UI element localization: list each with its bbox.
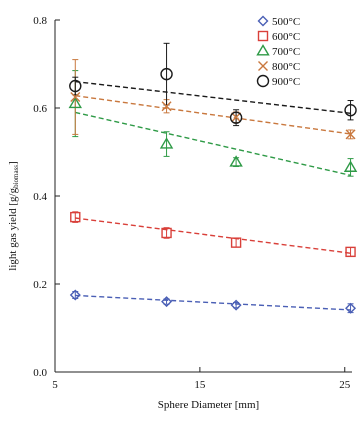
y-axis-title-main: light gas yield [g/g <box>7 187 19 270</box>
data-point <box>70 211 81 223</box>
data-point <box>345 302 357 314</box>
y-tick-label: 0.0 <box>33 367 47 379</box>
legend-label: 500°C <box>272 16 300 28</box>
x-axis-title: Sphere Diameter [mm] <box>158 399 259 411</box>
y-tick-label: 0.6 <box>33 103 47 115</box>
error-bars <box>72 42 354 314</box>
data-point <box>229 155 243 167</box>
axes: 0.0 0.2 0.4 0.6 0.8 5 15 25 <box>33 15 352 391</box>
data-point <box>160 67 173 81</box>
legend-marker <box>256 44 270 56</box>
data-point <box>70 92 81 102</box>
data-point <box>68 96 83 109</box>
data-markers <box>68 67 358 314</box>
legend-marker <box>257 15 269 27</box>
fit-line <box>75 80 351 114</box>
data-point <box>161 101 172 112</box>
y-axis-title: light gas yield [g/gbiomass] <box>7 161 20 270</box>
legend-label: 600°C <box>272 31 300 43</box>
y-axis-title-subscript: biomass <box>12 165 20 188</box>
data-point <box>344 103 357 117</box>
data-point <box>343 160 358 172</box>
legend-marker <box>257 30 269 42</box>
data-point <box>69 289 81 301</box>
legend-label: 800°C <box>272 61 300 73</box>
y-tick-label: 0.4 <box>33 191 47 203</box>
legend-marker <box>258 61 268 71</box>
data-point <box>159 137 174 149</box>
x-tick-label: 25 <box>339 379 351 391</box>
x-tick-label: 5 <box>52 379 58 391</box>
fit-line <box>75 217 351 254</box>
data-point <box>230 237 242 248</box>
data-point <box>345 246 356 258</box>
data-point <box>161 296 173 308</box>
y-tick-label: 0.2 <box>33 279 47 291</box>
data-point <box>230 299 242 311</box>
legend: 500°C 600°C 700°C 800°C 900°C <box>256 15 300 88</box>
fit-line <box>75 111 351 177</box>
data-point <box>345 129 356 140</box>
legend-label: 900°C <box>272 76 300 88</box>
y-axis-title-end: ] <box>7 161 19 165</box>
fit-line <box>75 294 351 311</box>
x-tick-label: 15 <box>194 379 206 391</box>
data-point <box>69 79 82 93</box>
y-tick-label: 0.8 <box>33 15 47 27</box>
data-point <box>161 227 172 239</box>
fit-line <box>75 94 351 135</box>
data-point <box>229 111 243 124</box>
legend-marker <box>256 74 270 88</box>
data-point <box>231 112 242 123</box>
legend-label: 700°C <box>272 46 300 58</box>
fit-lines <box>75 80 351 311</box>
